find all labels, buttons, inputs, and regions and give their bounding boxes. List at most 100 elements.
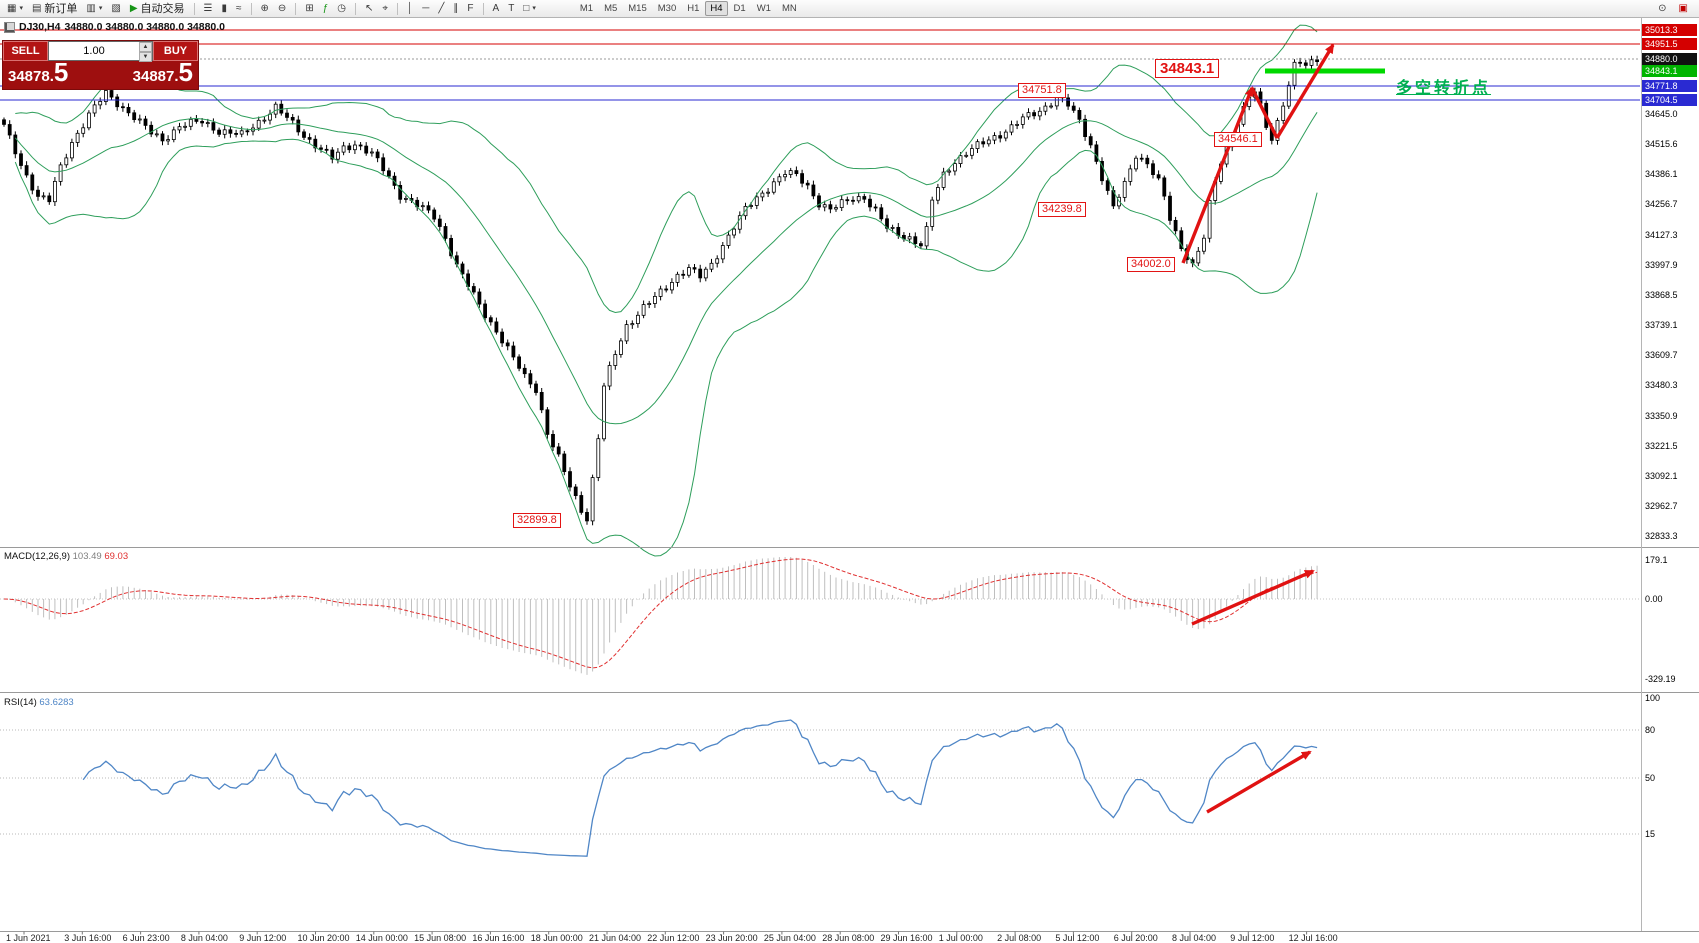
candles-chart-icon: ▮	[221, 2, 228, 14]
rsi-label: RSI(14)	[4, 697, 37, 708]
toolbar-separator	[295, 2, 297, 15]
auto-trading-button[interactable]: ▶ 自动交易	[126, 0, 189, 17]
macd-main-value: 103.49	[72, 551, 102, 562]
sell-button[interactable]: SELL	[3, 41, 48, 61]
trend-arrow-rsi[interactable]	[1206, 750, 1312, 814]
news-icon: ▣	[1678, 2, 1688, 14]
timeframe-h1-button[interactable]: H1	[687, 3, 700, 14]
candles-chart-button[interactable]: ▮	[218, 0, 232, 17]
price-annotation-34843.1[interactable]: 34843.1	[1155, 59, 1220, 78]
lot-size-field[interactable]: 1.00 ▲ ▼	[48, 41, 153, 62]
trend-arrow-main[interactable]	[1275, 43, 1335, 139]
search-icon: ⊙	[1658, 2, 1667, 14]
shapes-button[interactable]: □ ▾	[519, 0, 540, 17]
price-annotation-34002.0[interactable]: 34002.0	[1127, 257, 1175, 272]
fibonacci-icon: F	[467, 2, 474, 14]
timeframe-m30-button[interactable]: M30	[657, 3, 677, 14]
buy-price-main: 34887.	[132, 68, 179, 85]
macd-signal-line	[3, 558, 1318, 669]
bollinger-lower-band	[14, 138, 1318, 557]
lot-down-icon[interactable]: ▼	[139, 52, 152, 62]
cycles-icon: ◷	[337, 2, 346, 14]
buy-price[interactable]: 34887.5	[132, 57, 193, 89]
trendline-icon: ╱	[438, 2, 445, 14]
timeframe-h4-button[interactable]: H4	[705, 1, 728, 16]
crosshair-icon: ⌖	[382, 2, 389, 14]
price-annotation-34546.1[interactable]: 34546.1	[1214, 132, 1262, 147]
indicators-button[interactable]: ƒ	[319, 0, 333, 17]
chart-ohlc-values: 34880.0 34880.0 34880.0 34880.0	[64, 21, 226, 33]
toolbar: ▦ ▾ ▤ 新订单 ▥ ▾ ▧ ▶ 自动交易 ☰ ▮ ≈ ⊕ ⊖ ⊞ ƒ ◷ ↖ ⌖ │ ─ ╱ ∥ F A T □ ▾ M1 M5 M1…	[0, 0, 1699, 18]
charts-icon: ▧	[111, 2, 121, 14]
trend-arrow-main[interactable]	[1250, 87, 1279, 139]
one-click-trading-panel: SELL 1.00 ▲ ▼ BUY 34878.5 34887.5	[2, 40, 199, 90]
lot-stepper[interactable]: ▲ ▼	[139, 42, 152, 62]
trend-arrow-main[interactable]	[1181, 86, 1254, 264]
horizontal-line-button[interactable]: ─	[418, 0, 433, 17]
charts-button[interactable]: ▧	[107, 0, 124, 17]
label-icon: T	[508, 2, 515, 14]
turning-point-annotation[interactable]: 多空转折点	[1396, 80, 1492, 97]
zoom-in-button[interactable]: ⊕	[257, 0, 273, 17]
candles-layer	[2, 55, 1319, 526]
bars-chart-icon: ☰	[203, 2, 213, 14]
timeframe-mn-button[interactable]: MN	[781, 3, 797, 14]
zoom-out-icon: ⊖	[277, 2, 287, 14]
bollinger-upper-band	[15, 24, 1318, 314]
profiles-icon: ▥	[86, 2, 96, 14]
toolbar-separator	[482, 2, 484, 15]
price-annotation-34751.8[interactable]: 34751.8	[1018, 83, 1066, 98]
buy-button[interactable]: BUY	[153, 41, 198, 61]
lot-up-icon[interactable]: ▲	[139, 42, 152, 52]
macd-histogram	[9, 557, 1318, 675]
lot-size-value[interactable]: 1.00	[83, 45, 105, 57]
price-annotation-32899.8[interactable]: 32899.8	[513, 513, 561, 528]
zoom-out-button[interactable]: ⊖	[274, 0, 290, 17]
toolbar-separator	[193, 2, 195, 15]
bollinger-middle-band	[14, 112, 1318, 425]
vertical-line-icon: │	[407, 2, 414, 14]
trendline-button[interactable]: ╱	[434, 0, 448, 17]
sell-price-main: 34878.	[8, 68, 54, 85]
chart-symbol-period: DJ30,H4	[19, 21, 61, 33]
new-chart-button[interactable]: ▦ ▾	[3, 0, 27, 17]
news-button[interactable]: ▣	[1675, 0, 1692, 17]
crosshair-button[interactable]: ⌖	[378, 0, 392, 17]
cursor-button[interactable]: ↖	[361, 0, 377, 17]
chart-title: DJ30,H4 34880.0 34880.0 34880.0 34880.0	[4, 21, 225, 33]
vertical-line-button[interactable]: │	[403, 0, 417, 17]
rsi-header: RSI(14) 63.6283	[4, 697, 74, 708]
channel-button[interactable]: ∥	[449, 0, 462, 17]
macd-signal-value: 69.03	[104, 551, 129, 562]
profiles-button[interactable]: ▥ ▾	[82, 0, 106, 17]
tile-windows-button[interactable]: ⊞	[301, 0, 317, 17]
text-button[interactable]: A	[489, 0, 504, 17]
bars-chart-button[interactable]: ☰	[200, 0, 217, 17]
price-annotation-34239.8[interactable]: 34239.8	[1038, 202, 1086, 217]
timeframe-d1-button[interactable]: D1	[733, 3, 746, 14]
line-chart-button[interactable]: ≈	[232, 0, 246, 17]
search-button[interactable]: ⊙	[1654, 0, 1670, 17]
shapes-icon: □	[523, 2, 530, 14]
cycles-button[interactable]: ◷	[333, 0, 350, 17]
timeframe-w1-button[interactable]: W1	[756, 3, 771, 14]
new-order-button[interactable]: ▤ 新订单	[28, 0, 81, 17]
trend-arrow-macd[interactable]	[1191, 569, 1315, 626]
rsi-value: 63.6283	[39, 697, 74, 708]
chart-icon	[4, 21, 15, 33]
timeframe-m15-button[interactable]: M15	[628, 3, 647, 14]
macd-header: MACD(12,26,9) 103.49 69.03	[4, 551, 128, 562]
indicators-icon: ƒ	[322, 2, 329, 14]
chevron-down-icon: ▾	[19, 4, 23, 12]
fibonacci-button[interactable]: F	[463, 0, 477, 17]
buy-price-big-digit: 5	[178, 57, 193, 87]
timeframe-m1-button[interactable]: M1	[579, 3, 594, 14]
timeframe-m5-button[interactable]: M5	[604, 3, 618, 14]
label-button[interactable]: T	[504, 0, 518, 17]
auto-trading-icon: ▶	[129, 2, 138, 14]
macd-label: MACD(12,26,9)	[4, 551, 70, 562]
sell-price[interactable]: 34878.5	[8, 59, 68, 89]
rsi-line	[82, 719, 1318, 857]
